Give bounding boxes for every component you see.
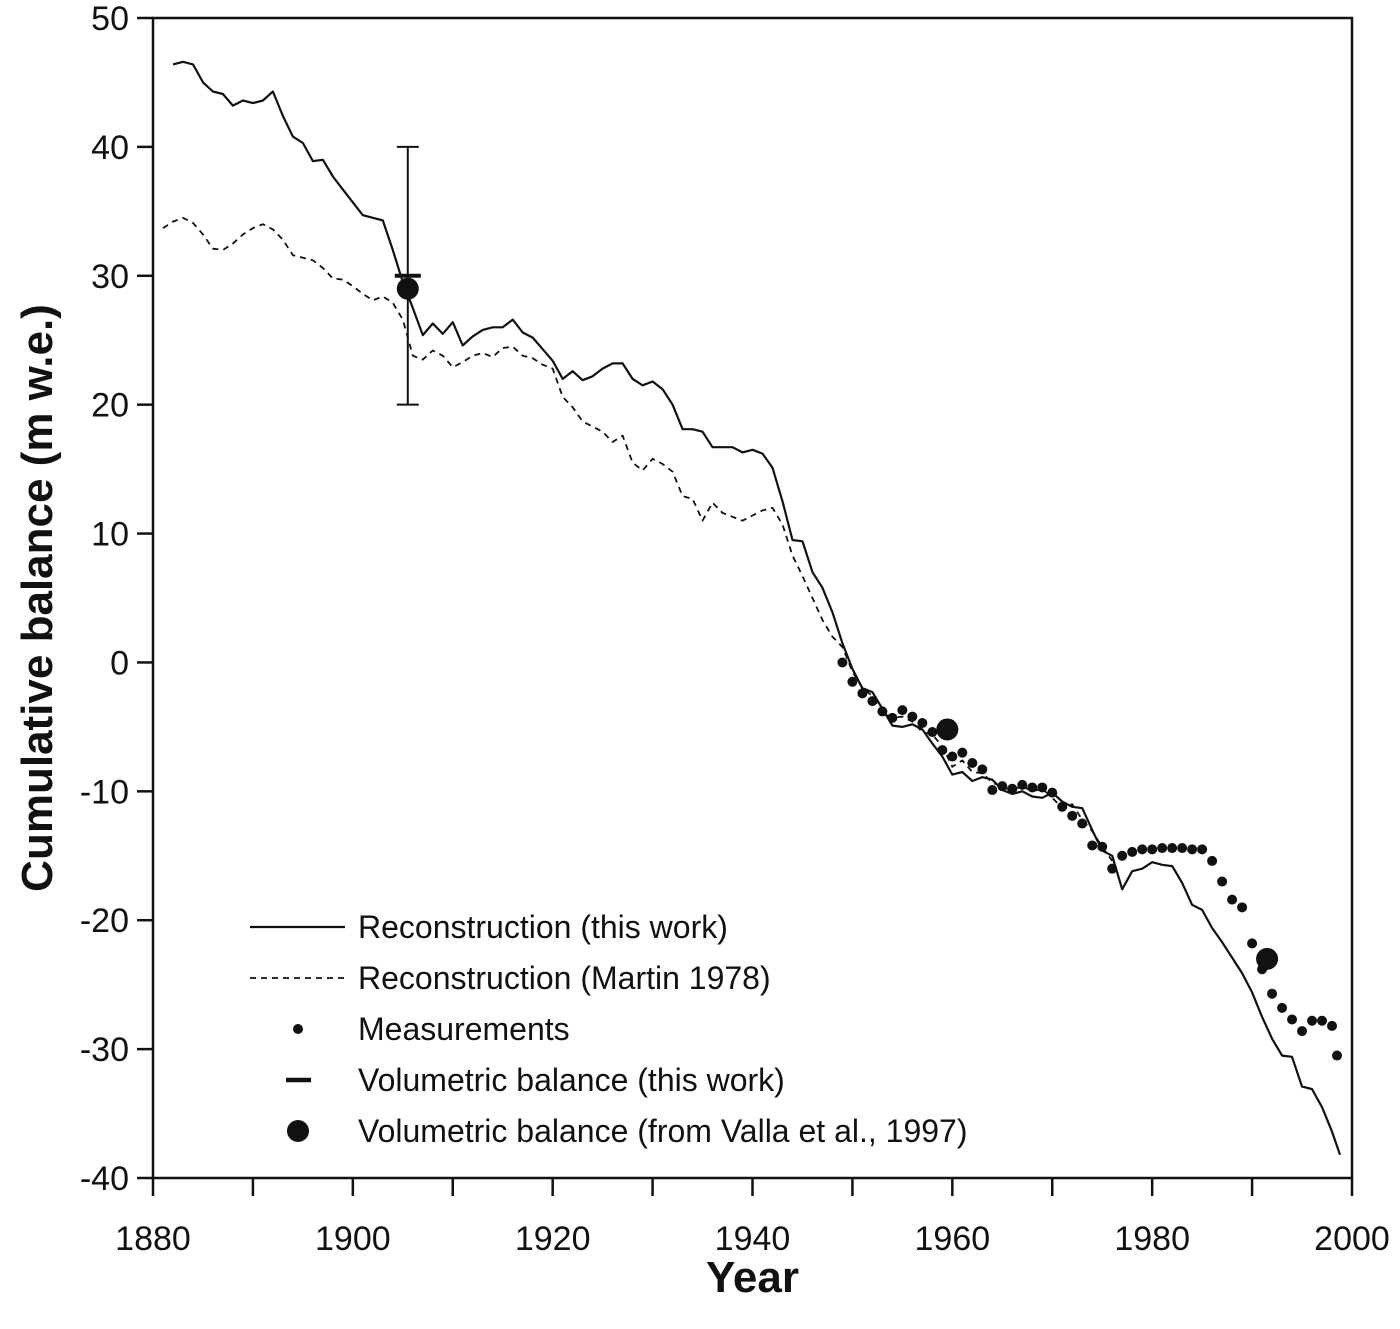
series-1: [162, 216, 1113, 862]
y-tick-label: -30: [80, 1031, 129, 1069]
measurement-point: [1067, 810, 1078, 821]
y-tick-label: 20: [91, 387, 129, 425]
measurement-point: [977, 764, 988, 775]
measurement-point: [877, 706, 888, 717]
measurement-point: [1127, 846, 1138, 857]
measurement-point: [1197, 844, 1208, 855]
volumetric-balance-valla-point: [936, 718, 959, 741]
legend-small-dot-icon: [293, 1024, 303, 1034]
measurement-point: [1332, 1050, 1343, 1061]
x-tick-label: 1960: [915, 1220, 991, 1258]
measurement-point: [1007, 783, 1018, 794]
measurement-point: [1177, 843, 1188, 854]
volumetric-balance-valla-point: [1256, 947, 1279, 970]
measurement-point: [847, 676, 858, 687]
measurement-point: [1037, 782, 1048, 793]
measurement-point: [1157, 843, 1168, 854]
measurement-point: [907, 711, 918, 722]
x-tick-label: 1900: [315, 1220, 391, 1258]
measurement-point: [1047, 787, 1058, 798]
x-tick-label: 1980: [1114, 1220, 1190, 1258]
measurement-point: [1017, 779, 1028, 790]
measurement-point: [1147, 844, 1158, 855]
measurement-point: [1027, 782, 1038, 793]
measurement-point: [937, 745, 948, 756]
measurement-point: [1267, 988, 1278, 999]
measurement-point: [1077, 818, 1088, 829]
measurement-point: [1137, 844, 1148, 855]
y-tick-label: -40: [80, 1160, 129, 1198]
measurement-point: [1187, 844, 1198, 855]
x-tick-label: 1940: [715, 1220, 791, 1258]
legend-label: Volumetric balance (this work): [358, 1062, 785, 1098]
measurement-point: [1227, 894, 1238, 905]
legend-label: Reconstruction (this work): [358, 909, 728, 945]
volumetric-balance-valla-point: [396, 277, 419, 300]
measurement-point: [837, 657, 848, 668]
measurement-point: [1117, 850, 1128, 861]
measurement-point: [1107, 863, 1118, 874]
measurement-point: [1307, 1015, 1318, 1026]
measurement-point: [1057, 801, 1068, 812]
measurement-point: [887, 712, 898, 723]
y-tick-label: 50: [91, 0, 129, 38]
y-axis-title: Cumulative balance (m w.e.): [13, 304, 62, 892]
y-tick-label: -10: [80, 773, 129, 811]
measurement-point: [947, 751, 958, 762]
measurement-point: [987, 785, 998, 796]
x-axis-title: Year: [706, 1253, 799, 1302]
measurement-point: [1097, 841, 1108, 852]
measurement-point: [1277, 1002, 1288, 1013]
measurement-point: [1317, 1015, 1328, 1026]
legend-label: Measurements: [358, 1011, 570, 1047]
measurement-point: [867, 696, 878, 707]
y-tick-label: 30: [91, 258, 129, 296]
series-4: [396, 277, 1279, 970]
measurement-point: [997, 781, 1008, 792]
measurement-point: [1217, 876, 1228, 887]
measurement-point: [1247, 938, 1258, 949]
measurement-point: [957, 747, 968, 758]
measurement-point: [1087, 840, 1098, 851]
measurement-point: [1167, 843, 1178, 854]
series-0: [172, 60, 1342, 1156]
plot-area-frame: [151, 16, 1354, 1180]
measurement-point: [1327, 1020, 1338, 1031]
reconstruction-this-work-line: [172, 60, 1342, 1156]
measurement-point: [857, 688, 868, 699]
measurement-point: [1207, 855, 1218, 866]
measurement-point: [1297, 1026, 1308, 1037]
y-tick-label: 40: [91, 129, 129, 167]
series-3: [394, 145, 421, 406]
measurement-point: [1287, 1014, 1298, 1025]
measurement-point: [1237, 902, 1248, 913]
y-tick-label: 10: [91, 516, 129, 554]
series-2: [837, 657, 1338, 1037]
measurement-point: [917, 718, 928, 729]
legend-label: Volumetric balance (from Valla et al., 1…: [358, 1113, 967, 1149]
x-tick-label: 2000: [1314, 1220, 1390, 1258]
reconstruction-martin-1978-line: [162, 216, 1113, 862]
y-tick-label: -20: [80, 902, 129, 940]
x-tick-label: 1920: [515, 1220, 591, 1258]
legend-large-dot-icon: [287, 1120, 309, 1142]
measurement-point: [967, 757, 978, 768]
legend-label: Reconstruction (Martin 1978): [358, 960, 771, 996]
measurement-point: [897, 705, 908, 716]
y-tick-label: 0: [110, 644, 129, 682]
measurement-point: [927, 727, 938, 738]
x-tick-label: 1880: [115, 1220, 191, 1258]
